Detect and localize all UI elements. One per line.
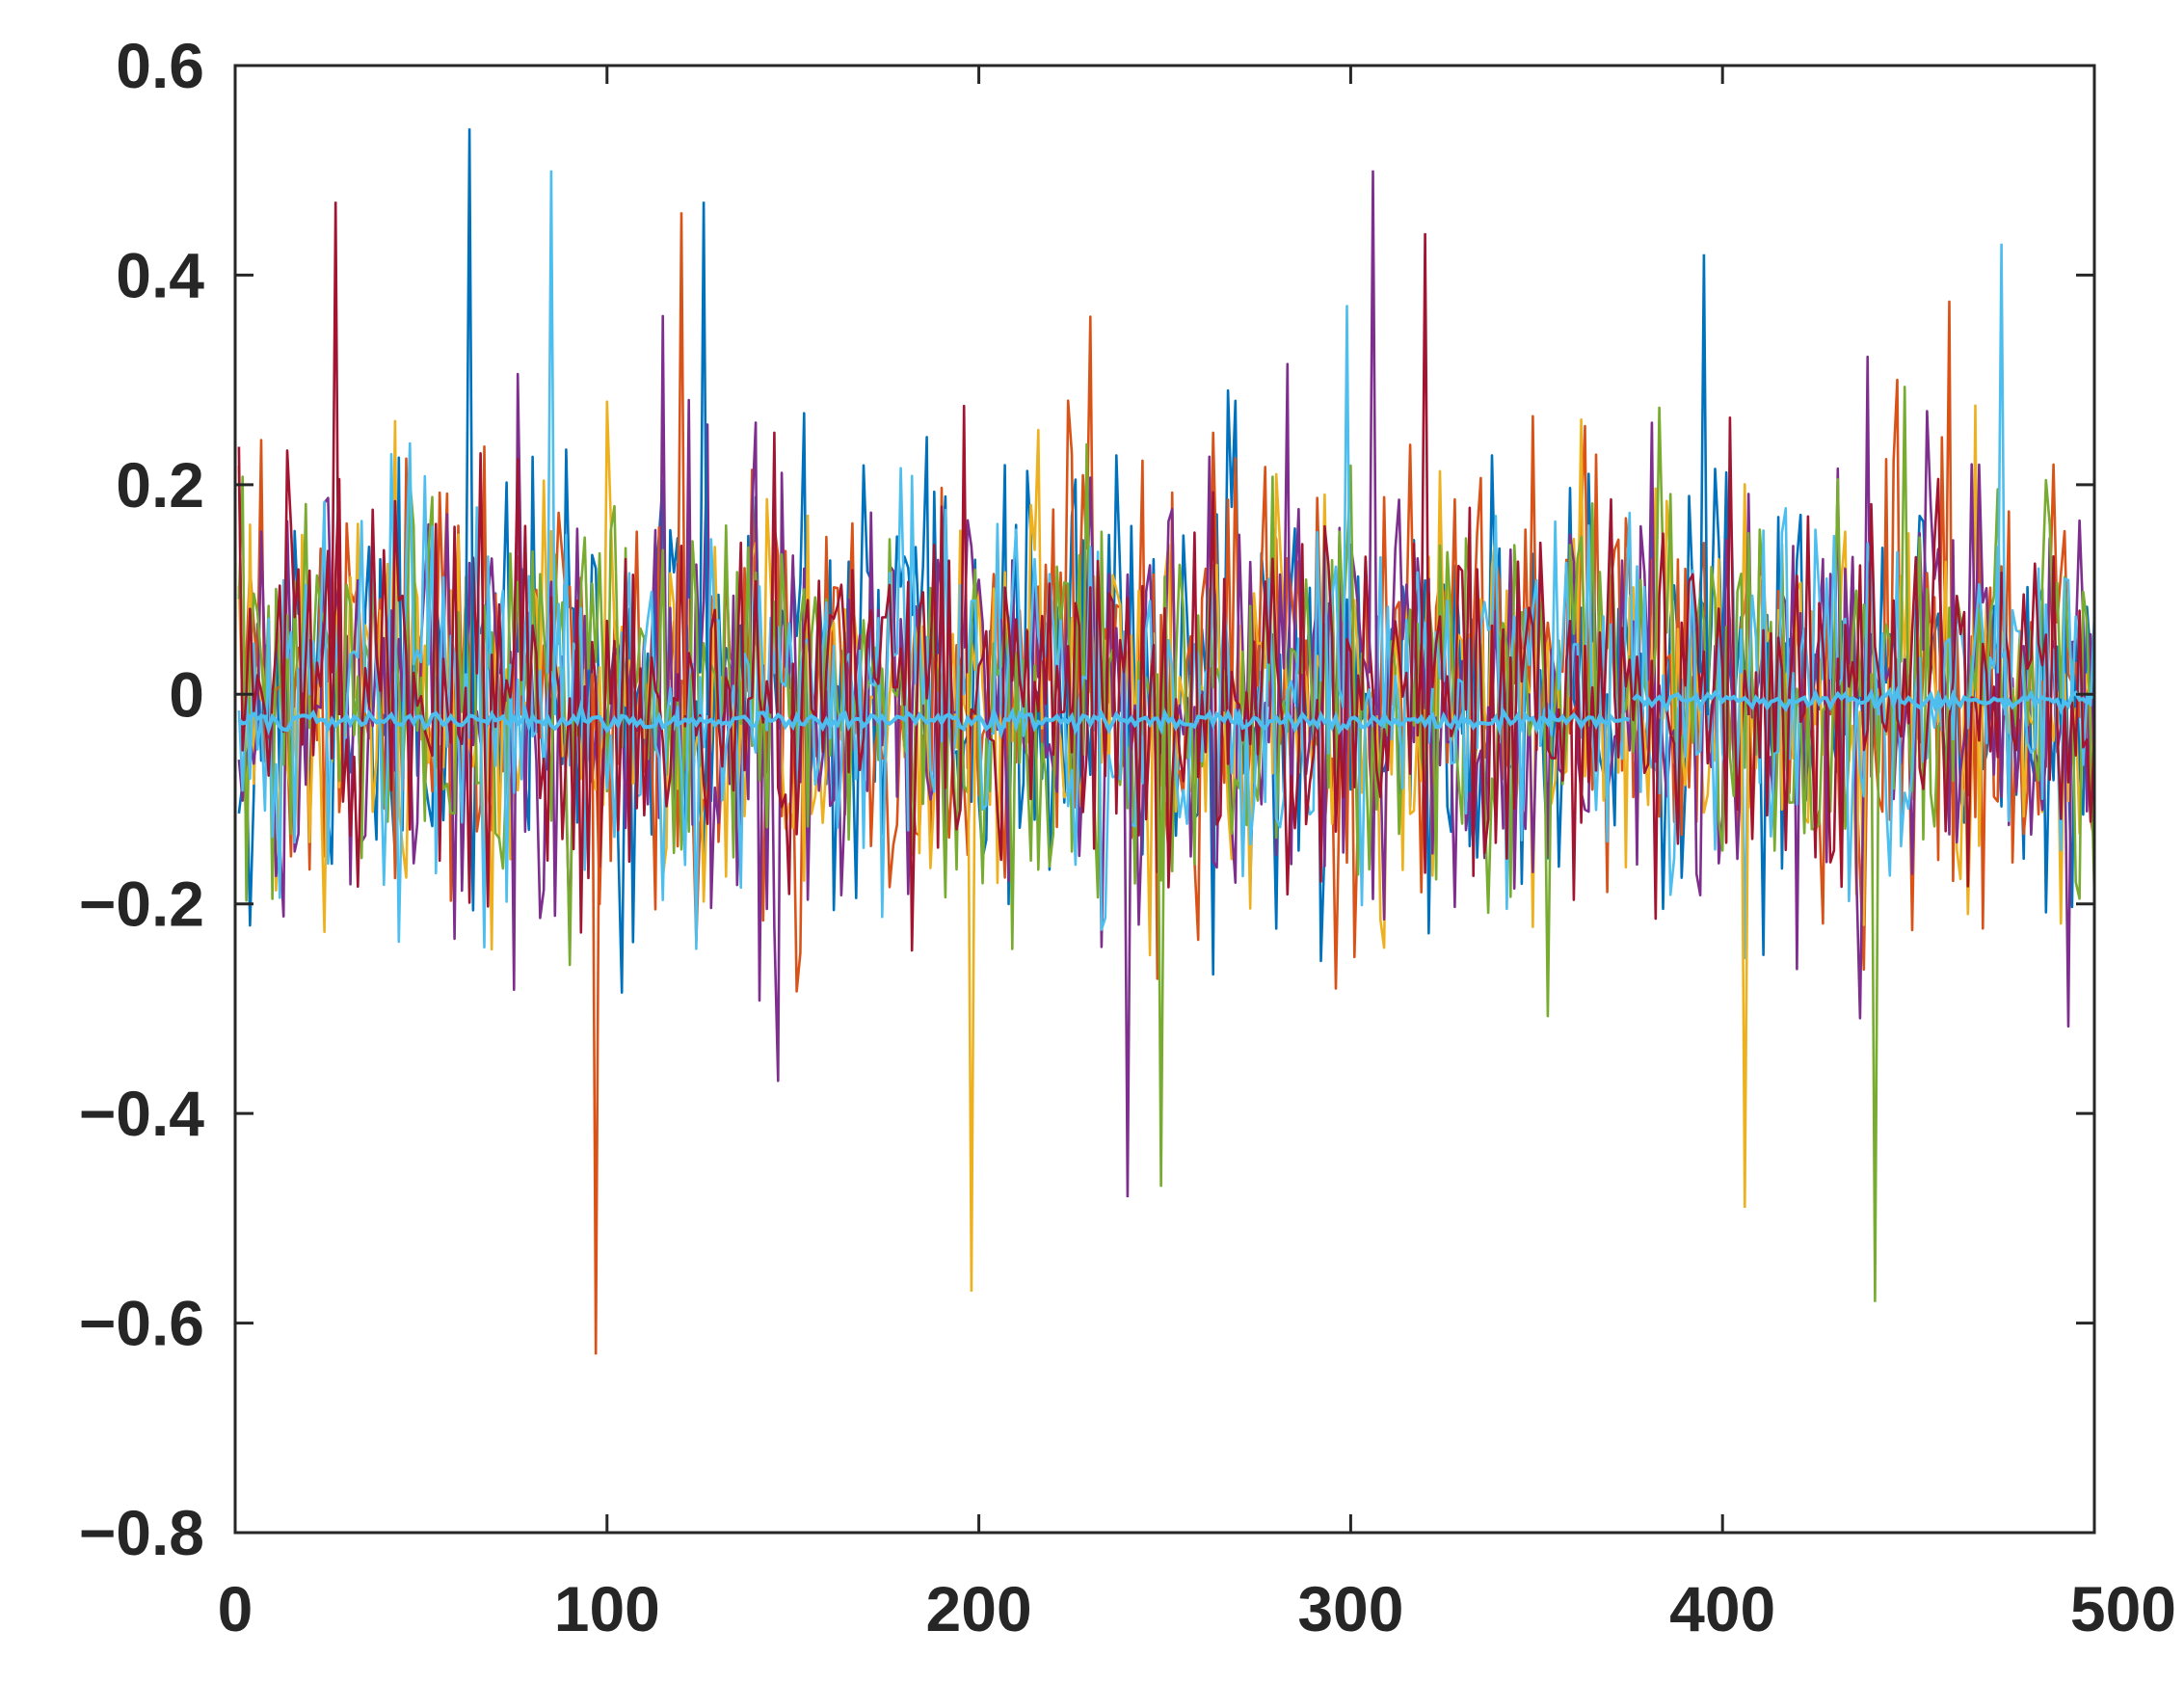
x-tick-label-4: 400 bbox=[1669, 1573, 1775, 1644]
spike-11 bbox=[1122, 673, 1133, 1198]
mean-layer bbox=[237, 685, 2094, 739]
x-tick-label-5: 500 bbox=[2070, 1573, 2176, 1644]
spike-6 bbox=[546, 170, 557, 716]
noise-series-line-7 bbox=[237, 404, 2094, 952]
spike-8 bbox=[699, 201, 709, 716]
spike-13 bbox=[1996, 243, 2007, 716]
x-tick-label-0: 0 bbox=[218, 1573, 253, 1644]
spike-15 bbox=[1698, 254, 1710, 716]
spike-10 bbox=[1740, 673, 1750, 1209]
y-tick-label-3: −0.2 bbox=[79, 868, 204, 940]
spike-12 bbox=[1156, 673, 1166, 1188]
y-tick-label-0: −0.8 bbox=[79, 1497, 204, 1568]
y-tick-label-1: −0.6 bbox=[79, 1288, 204, 1359]
spike-1 bbox=[464, 128, 475, 716]
y-tick-label-7: 0.6 bbox=[116, 30, 204, 101]
spike-7 bbox=[331, 201, 341, 716]
spike-3 bbox=[966, 673, 976, 1293]
mean-series-segment-1 bbox=[237, 699, 1631, 739]
spike-5 bbox=[1870, 673, 1880, 1302]
x-tick-label-2: 200 bbox=[926, 1573, 1032, 1644]
ticks-layer bbox=[233, 64, 2096, 1535]
spike-9 bbox=[676, 212, 687, 716]
spike-14 bbox=[1420, 232, 1430, 716]
x-tick-label-1: 100 bbox=[554, 1573, 660, 1644]
spike-4 bbox=[1368, 170, 1378, 716]
x-tick-label-3: 300 bbox=[1297, 1573, 1403, 1644]
plot-frame bbox=[233, 64, 2096, 1535]
spike-2 bbox=[591, 673, 601, 1355]
series-layer bbox=[237, 128, 2094, 1355]
y-tick-label-2: −0.4 bbox=[79, 1078, 205, 1149]
y-tick-label-4: 0 bbox=[169, 658, 204, 730]
y-tick-label-6: 0.4 bbox=[116, 239, 204, 310]
y-tick-label-5: 0.2 bbox=[116, 449, 204, 521]
y-tick-labels: −0.8 −0.6 −0.4 −0.2 0 0.2 0.4 0.6 bbox=[79, 30, 205, 1568]
mean-series-segment-2 bbox=[1632, 685, 2094, 716]
x-tick-labels: 0 100 200 300 400 500 bbox=[218, 1573, 2176, 1644]
